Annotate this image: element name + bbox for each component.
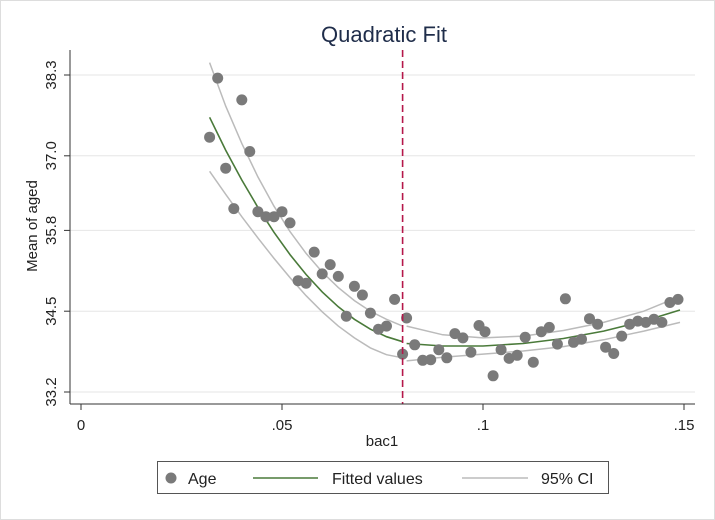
data-point-4	[236, 94, 248, 106]
x-tick-label-2: .1	[477, 417, 490, 434]
data-point-49	[592, 318, 604, 330]
data-point-50	[600, 341, 612, 353]
data-point-32	[457, 332, 469, 344]
data-point-22	[381, 320, 392, 332]
data-point-40	[519, 331, 531, 343]
legend-marker-age	[165, 472, 177, 484]
data-point-15	[324, 259, 336, 271]
data-point-26	[409, 339, 421, 351]
data-point-17	[340, 310, 352, 322]
axes	[69, 50, 695, 405]
data-point-3	[228, 203, 240, 215]
data-point-7	[260, 211, 272, 223]
data-point-44	[551, 338, 563, 350]
grid-lines	[70, 74, 695, 393]
data-point-37	[495, 344, 507, 356]
y-tick-label-3: 37.0	[43, 141, 60, 170]
data-point-13	[308, 246, 320, 258]
data-point-16	[332, 270, 344, 282]
data-point-5	[244, 146, 256, 157]
legend-label-age: Age	[188, 471, 217, 488]
data-point-30	[441, 352, 453, 364]
y-tick-label-2: 35.8	[43, 216, 60, 245]
data-point-27	[417, 354, 429, 366]
fitted-line-0	[208, 116, 403, 343]
data-point-8	[268, 211, 280, 223]
data-point-47	[576, 333, 587, 345]
data-point-1	[212, 72, 224, 84]
x-tick-label-0: 0	[77, 417, 85, 434]
x-tick-label-1: .05	[272, 417, 293, 434]
x-tick-label-3: .15	[674, 417, 695, 434]
data-point-6	[252, 206, 264, 218]
data-point-2	[220, 162, 232, 174]
legend: Age Fitted values 95% CI	[157, 461, 609, 494]
y-tick-label-0: 33.2	[43, 377, 60, 406]
scatter-points	[204, 72, 684, 382]
data-point-9	[276, 206, 288, 218]
legend-label-fitted: Fitted values	[332, 471, 423, 488]
data-point-59	[672, 293, 684, 305]
chart-title: Quadratic Fit	[321, 22, 447, 47]
data-point-33	[465, 346, 477, 358]
y-axis-title: Mean of aged	[24, 180, 41, 272]
data-point-57	[656, 316, 668, 328]
data-point-14	[316, 268, 328, 280]
data-point-45	[559, 293, 571, 305]
x-axis-ticks: 0 .05 .1 .15	[77, 404, 695, 434]
data-point-18	[348, 280, 360, 292]
data-point-43	[543, 321, 555, 333]
y-tick-label-4: 38.3	[43, 60, 60, 89]
ci-line-1	[208, 170, 403, 359]
data-point-25	[401, 312, 413, 324]
data-point-23	[389, 293, 401, 305]
data-point-12	[300, 277, 312, 289]
data-point-52	[616, 330, 628, 342]
legend-label-ci: 95% CI	[541, 471, 593, 488]
data-point-35	[479, 326, 491, 338]
legend-box	[157, 461, 609, 494]
x-axis-title: bac1	[366, 433, 399, 450]
data-point-20	[364, 307, 376, 319]
data-point-28	[425, 354, 437, 366]
data-point-48	[584, 313, 595, 325]
y-tick-label-1: 34.5	[43, 297, 60, 326]
data-point-39	[511, 349, 523, 361]
data-point-36	[487, 370, 499, 382]
data-point-19	[356, 289, 368, 301]
data-point-10	[284, 217, 296, 229]
data-point-41	[527, 356, 539, 368]
y-axis-ticks: 33.2 34.5 35.8 37.0 38.3	[43, 60, 70, 407]
data-point-24	[397, 348, 409, 360]
data-point-0	[204, 131, 216, 143]
data-point-51	[608, 348, 620, 359]
data-point-29	[433, 344, 445, 356]
